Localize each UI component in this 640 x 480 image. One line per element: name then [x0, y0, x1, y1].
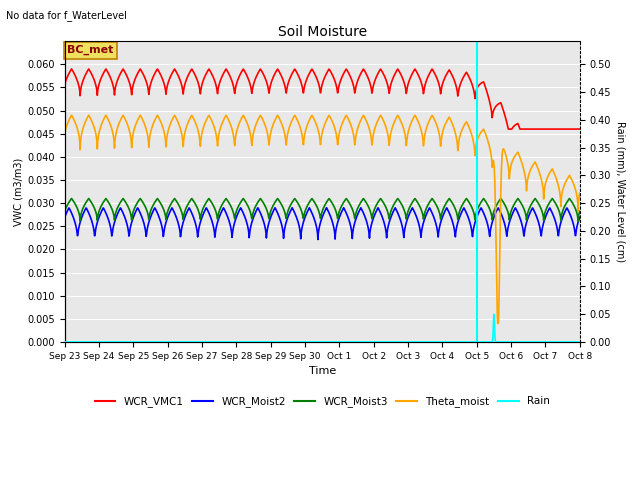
- X-axis label: Time: Time: [308, 366, 336, 376]
- Title: Soil Moisture: Soil Moisture: [278, 24, 367, 38]
- Y-axis label: VWC (m3/m3): VWC (m3/m3): [13, 157, 24, 226]
- Legend: WCR_VMC1, WCR_Moist2, WCR_Moist3, Theta_moist, Rain: WCR_VMC1, WCR_Moist2, WCR_Moist3, Theta_…: [90, 392, 554, 411]
- Text: BC_met: BC_met: [67, 45, 114, 56]
- Text: No data for f_WaterLevel: No data for f_WaterLevel: [6, 10, 127, 21]
- Y-axis label: Rain (mm), Water Level (cm): Rain (mm), Water Level (cm): [615, 121, 625, 262]
